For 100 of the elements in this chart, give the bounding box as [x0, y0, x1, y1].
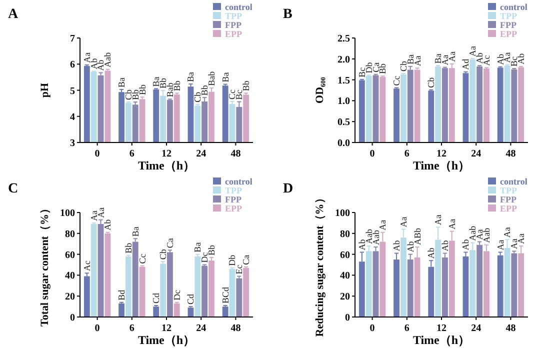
x-tick-label: 24 [471, 148, 482, 160]
y-axis-title: Reducing sugar content（%） [314, 192, 326, 337]
data-label: Aa [82, 52, 92, 63]
legend-label: control [500, 176, 528, 186]
x-tick-label: 24 [196, 148, 206, 160]
x-tick-label: 0 [94, 323, 100, 334]
data-label: Aa [495, 240, 506, 250]
x-tick-label: 24 [471, 323, 482, 334]
x-tick-label: 12 [162, 148, 172, 160]
x-tick-label: 6 [129, 148, 134, 160]
data-label: Aa [446, 218, 457, 230]
y-tick-label: 0 [70, 312, 75, 324]
data-label: Bb [378, 63, 388, 74]
data-label: Cc [137, 254, 148, 264]
legend-label: FPP [225, 20, 242, 30]
data-label: Ba [220, 72, 230, 82]
data-label: Cd [151, 292, 162, 304]
x-tick-label: 6 [404, 323, 410, 334]
data-label: Bd [116, 289, 127, 300]
x-axis-title: Time（h） [138, 333, 196, 347]
data-label: Ba [192, 242, 203, 252]
data-label: Aa [502, 227, 512, 238]
data-label: Aab [481, 227, 492, 243]
data-label: Ca [164, 238, 175, 248]
data-label: Ab [440, 240, 450, 252]
x-tick-label: 48 [506, 323, 516, 334]
y-tick-label: 0 [345, 312, 350, 324]
x-tick-label: 0 [370, 323, 375, 334]
y-tick-label: 2.5 [338, 34, 350, 44]
legend-label: control [500, 2, 528, 12]
legend-label: TPP [500, 11, 518, 21]
data-label: Cc [392, 76, 402, 86]
x-tick-label: 48 [506, 148, 516, 160]
data-label: Aa [378, 220, 388, 230]
legend-label: EPP [225, 204, 242, 214]
x-axis-title: Time（h） [138, 158, 196, 172]
y-tick-label: 40 [340, 270, 350, 282]
data-label: Cd [186, 294, 196, 305]
data-label: Ab [102, 218, 113, 230]
x-tick-label: 12 [436, 323, 446, 334]
legend-label: control [225, 2, 253, 12]
data-label: Bb [123, 242, 134, 254]
y-tick-label: 4 [70, 112, 75, 123]
y-tick-label: 6 [70, 60, 75, 71]
y-tick-label: 0.5 [338, 117, 350, 128]
legend-label: TPP [225, 11, 242, 21]
data-label: Dc [172, 290, 182, 300]
legend-label: FPP [500, 20, 517, 30]
y-tick-label: 60 [65, 250, 75, 261]
legend-label: FPP [225, 194, 242, 204]
y-tick-label: 20 [65, 292, 75, 303]
data-label: Ab [460, 238, 471, 250]
y-tick-label: 0.0 [338, 138, 350, 149]
data-label: Bb [241, 80, 252, 92]
y-tick-label: 1.5 [338, 75, 350, 86]
chart-title: D [283, 182, 294, 196]
data-label: Ba [130, 226, 140, 237]
y-tick-label: 5 [70, 86, 75, 97]
data-label: Aa [433, 214, 444, 226]
y-tick-label: 80 [65, 228, 75, 240]
x-tick-label: 48 [230, 323, 241, 334]
data-label: Bab [206, 70, 216, 86]
x-tick-label: 24 [196, 323, 206, 334]
x-tick-label: 12 [436, 148, 446, 160]
data-label: Ba [186, 72, 196, 82]
y-tick-label: 80 [340, 228, 350, 240]
legend-label: EPP [500, 29, 518, 39]
legend-label: EPP [500, 204, 518, 214]
y-tick-label: 7 [70, 34, 75, 44]
x-tick-label: 0 [370, 148, 375, 160]
data-label: Ab [392, 240, 402, 252]
data-label: Ec [234, 264, 244, 274]
data-label: Cb [426, 76, 436, 88]
data-label: Ac [82, 260, 92, 272]
data-label: Ab [516, 52, 526, 64]
y-tick-label: 100 [60, 208, 75, 219]
data-label: Ca [241, 254, 252, 265]
data-label: Ad [460, 58, 471, 70]
y-tick-label: 20 [340, 292, 350, 303]
legend-label: EPP [225, 29, 242, 39]
y-axis-title: pH [39, 82, 51, 98]
chart-title: B [283, 7, 292, 22]
legend-label: control [225, 176, 253, 186]
y-axis-title: Total sugar content（%） [39, 203, 51, 326]
y-tick-label: 2.0 [338, 54, 350, 66]
y-tick-label: 100 [335, 208, 350, 219]
y-axis-title: OD₆₀₀ [314, 76, 326, 104]
x-tick-label: 48 [230, 148, 241, 160]
data-label: Dc [200, 252, 210, 263]
y-tick-label: 1.0 [338, 96, 350, 108]
data-label: Db [227, 254, 238, 266]
legend-label: TPP [500, 186, 518, 196]
y-tick-label: 60 [340, 250, 350, 261]
data-label: Aab [468, 225, 478, 241]
data-label: Aa [398, 216, 408, 228]
legend-label: TPP [225, 186, 242, 196]
data-label: Cb [123, 89, 134, 100]
x-tick-label: 6 [129, 323, 134, 334]
data-label: Aa [509, 238, 520, 250]
y-tick-label: 3 [70, 138, 75, 149]
